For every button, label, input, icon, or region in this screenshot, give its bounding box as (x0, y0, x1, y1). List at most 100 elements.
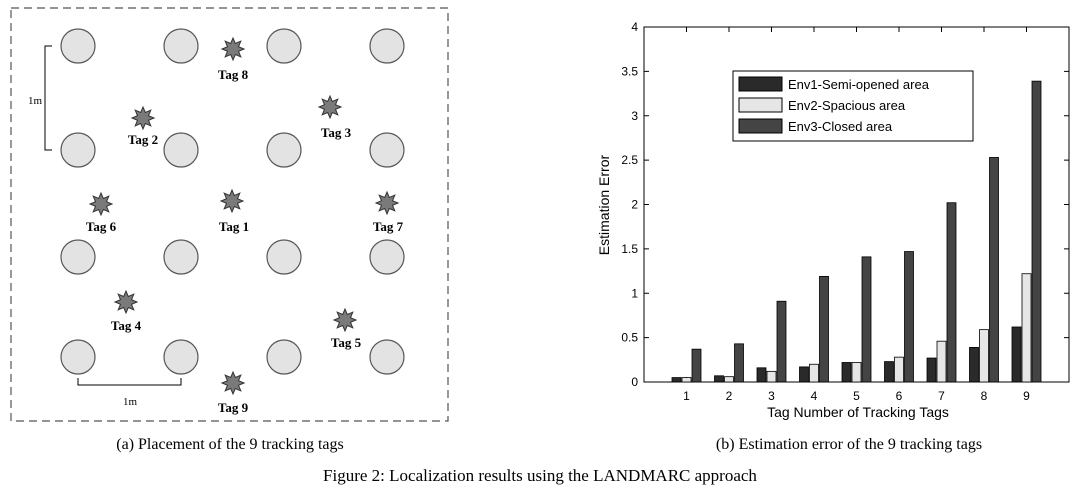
x-tick-label: 7 (938, 389, 945, 403)
bar-env3-tag4 (819, 275, 829, 383)
tag-2-label: Tag 2 (128, 132, 158, 147)
legend-label-env2: Env2-Spacious area (788, 98, 906, 113)
bar-env3-tag5 (861, 256, 872, 383)
reference-reader-10 (163, 239, 199, 275)
bar-env2-tag1 (681, 377, 692, 383)
reference-reader-1 (60, 28, 96, 64)
y-tick-label: 3.5 (621, 64, 638, 78)
reference-tag-grid (60, 28, 405, 375)
bar-env1-tag7 (926, 357, 937, 383)
bar-env3-tag3 (776, 300, 787, 383)
reference-reader-15 (266, 339, 302, 375)
reference-reader-11 (266, 239, 302, 275)
legend-label-env1: Env1-Semi-opened area (788, 77, 930, 92)
x-tick-label: 9 (1023, 389, 1030, 403)
bar-env1-tag8 (969, 346, 979, 383)
y-axis-ticks: 0 0.5 1 1.5 2 2.5 3 3.5 4 (621, 20, 1069, 389)
bar-env2-tag6 (894, 356, 904, 383)
tag-1-icon (219, 188, 245, 214)
bar-env3-tag1 (691, 348, 702, 383)
reference-reader-16 (369, 339, 405, 375)
tag-5-label: Tag 5 (331, 335, 362, 350)
bar-env2-tag9 (1021, 273, 1032, 383)
bar-env2-tag8 (979, 329, 989, 383)
y-tick-label: 1 (631, 286, 638, 300)
legend-swatch-env3 (738, 118, 783, 134)
bar-env2-tag7 (936, 340, 947, 383)
tag-7-label: Tag 7 (373, 219, 404, 234)
tag-3-icon (317, 94, 343, 120)
reference-reader-5 (60, 132, 96, 168)
x-tick-label: 1 (683, 389, 690, 403)
horizontal-scale-label: 1m (123, 396, 138, 408)
legend-swatch-env2 (738, 97, 783, 113)
reference-reader-7 (266, 132, 302, 168)
bar-env2-tag4 (809, 363, 819, 383)
tracking-tags: Tag 1 Tag 2 Tag 3 Tag 4 Tag 5 Tag 6 Tag 7 Tag 8… (86, 36, 404, 415)
tag-6-label: Tag 6 (86, 219, 117, 234)
left-caption: (a) Placement of the 9 tracking tags (116, 436, 343, 453)
bar-env2-tag2 (724, 376, 734, 383)
x-tick-label: 2 (726, 389, 733, 403)
x-tick-label: 5 (853, 389, 860, 403)
bar-env3-tag6 (904, 251, 914, 383)
bar-env1-tag5 (841, 362, 852, 383)
bar-env1-tag9 (1011, 326, 1022, 383)
reference-reader-8 (369, 132, 405, 168)
tag-9-icon (220, 370, 246, 396)
reference-reader-9 (60, 239, 96, 275)
y-tick-label: 0 (631, 375, 638, 389)
right-caption: (b) Estimation error of the 9 tracking t… (716, 436, 982, 453)
y-tick-label: 4 (631, 20, 638, 34)
tag-8-icon (220, 36, 246, 62)
room-boundary (10, 7, 449, 422)
horizontal-scale-bracket (77, 378, 182, 386)
reference-reader-3 (266, 28, 302, 64)
tag-5-icon (332, 307, 358, 333)
tag-1-label: Tag 1 (219, 219, 249, 234)
legend-swatch-env1 (738, 76, 783, 92)
bar-env3-tag8 (989, 157, 999, 383)
bar-env1-tag6 (884, 361, 894, 383)
reference-reader-12 (369, 239, 405, 275)
tag-2-icon (130, 105, 156, 131)
tag-6-icon (88, 191, 114, 217)
bar-env1-tag1 (671, 377, 682, 383)
bar-env1-tag3 (756, 367, 767, 383)
x-tick-label: 4 (811, 389, 818, 403)
bar-env1-tag2 (714, 375, 724, 383)
bar-env2-tag5 (851, 362, 862, 383)
vertical-scale-bracket (44, 45, 52, 151)
bar-env3-tag9 (1031, 80, 1042, 383)
legend-label-env3: Env3-Closed area (788, 119, 893, 134)
tag-9-label: Tag 9 (218, 400, 249, 415)
x-tick-label: 6 (896, 389, 903, 403)
tag-8-label: Tag 8 (218, 67, 249, 82)
y-tick-label: 2 (631, 198, 638, 212)
reference-reader-14 (163, 339, 199, 375)
y-tick-label: 0.5 (621, 331, 638, 345)
vertical-scale-label: 1m (28, 95, 43, 107)
y-tick-label: 3 (631, 109, 638, 123)
bar-env2-tag3 (766, 370, 777, 383)
bar-env3-tag7 (946, 202, 957, 383)
reference-reader-6 (163, 132, 199, 168)
tag-4-icon (113, 289, 139, 315)
x-tick-label: 8 (981, 389, 988, 403)
y-tick-label: 2.5 (621, 153, 638, 167)
tag-3-label: Tag 3 (321, 125, 352, 140)
bar-env3-tag2 (734, 343, 744, 383)
legend: Env1-Semi-opened area Env2-Spacious area… (732, 70, 974, 142)
reference-reader-4 (369, 28, 405, 64)
x-axis-label: Tag Number of Tracking Tags (767, 404, 949, 420)
reference-reader-2 (163, 28, 199, 64)
bars (671, 80, 1042, 383)
tag-7-icon (374, 190, 400, 216)
figure-caption: Figure 2: Localization results using the… (323, 466, 757, 485)
reference-reader-13 (60, 339, 96, 375)
y-tick-label: 1.5 (621, 242, 638, 256)
x-tick-label: 3 (768, 389, 775, 403)
estimation-error-chart: 0 0.5 1 1.5 2 2.5 3 3.5 4 1 2 3 4 5 6 7 8 9 Estimation E… (596, 20, 1070, 453)
